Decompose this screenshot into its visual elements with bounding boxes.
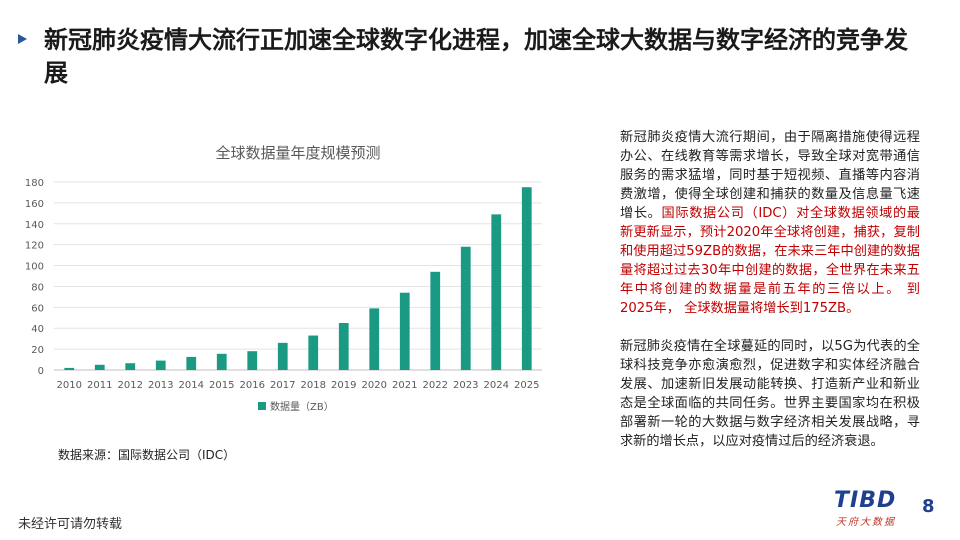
x-tick-label: 2017: [270, 380, 295, 391]
paragraph-1-highlight: 国际数据公司（IDC）对全球数据领域的最新更新显示，预计2020年全球将创建，捕…: [620, 206, 920, 316]
slide-title: 新冠肺炎疫情大流行正加速全球数字化进程，加速全球大数据与数字经济的竞争发展: [44, 26, 908, 87]
chart-title: 全球数据量年度规模预测: [215, 144, 380, 162]
x-tick-label: 2011: [87, 380, 112, 391]
bar: [216, 353, 227, 370]
paragraph-1-text: 新冠肺炎疫情大流行期间，由于隔离措施使得远程办公、在线教育等需求增长，导致全球对…: [620, 130, 920, 221]
x-tick-label: 2019: [331, 380, 356, 391]
y-tick-label: 80: [31, 282, 44, 293]
x-tick-label: 2025: [514, 380, 539, 391]
x-tick-label: 2021: [392, 380, 417, 391]
bar: [308, 335, 319, 370]
y-tick-label: 60: [31, 303, 44, 314]
bar: [94, 364, 105, 370]
y-tick-label: 180: [25, 178, 44, 189]
x-tick-label: 2018: [301, 380, 326, 391]
bar: [186, 356, 197, 370]
bar: [277, 342, 288, 370]
title-bullet-icon: [18, 34, 27, 44]
legend-swatch: [258, 402, 266, 410]
y-tick-label: 0: [38, 366, 44, 377]
logo-sub-text: 天府大数据: [836, 517, 896, 528]
y-tick-label: 160: [25, 199, 44, 210]
x-tick-label: 2012: [118, 380, 143, 391]
bar: [64, 367, 75, 370]
x-tick-label: 2023: [453, 380, 478, 391]
bar: [521, 187, 532, 370]
x-tick-label: 2020: [362, 380, 387, 391]
x-tick-label: 2015: [209, 380, 234, 391]
bar: [369, 308, 380, 370]
bar-chart: 全球数据量年度规模预测 0 20 40 60 80 100 120 140 160 180 2010 2…: [20, 138, 560, 428]
bar: [399, 292, 410, 370]
bar: [155, 360, 166, 370]
y-tick-label: 100: [25, 262, 44, 273]
bar: [491, 214, 502, 370]
x-tick-label: 2022: [423, 380, 448, 391]
bar: [247, 351, 258, 370]
x-tick-label: 2024: [484, 380, 509, 391]
x-tick-label: 2010: [57, 380, 82, 391]
legend-label: 数据量（ZB）: [270, 400, 334, 413]
bar: [460, 246, 471, 370]
side-text: 新冠肺炎疫情大流行期间，由于隔离措施使得远程办公、在线教育等需求增长，导致全球对…: [620, 128, 920, 451]
paragraph-2: 新冠肺炎疫情在全球蔓延的同时，以5G为代表的全球科技竞争亦愈演愈烈，促进数字和实…: [620, 339, 920, 449]
bar: [338, 323, 349, 370]
logo-main-text: TIBD: [834, 488, 897, 513]
x-tick-label: 2013: [148, 380, 173, 391]
source-note: 数据来源：国际数据公司（IDC）: [58, 448, 236, 462]
footer-note: 未经许可请勿转载: [18, 517, 123, 532]
x-tick-label: 2014: [179, 380, 204, 391]
tibd-logo: TIBD 天府大数据: [834, 488, 914, 532]
x-tick-label: 2016: [240, 380, 265, 391]
bar: [125, 363, 136, 370]
y-tick-label: 40: [31, 324, 44, 335]
chart-svg: 全球数据量年度规模预测 0 20 40 60 80 100 120 140 160 180 2010 2…: [25, 144, 542, 413]
y-tick-label: 140: [25, 220, 44, 231]
y-tick-label: 20: [31, 345, 44, 356]
paragraph-1: 新冠肺炎疫情大流行期间，由于隔离措施使得远程办公、在线教育等需求增长，导致全球对…: [620, 128, 920, 318]
page-number: 8: [922, 496, 935, 517]
bar: [430, 271, 441, 370]
y-tick-label: 120: [25, 241, 44, 252]
